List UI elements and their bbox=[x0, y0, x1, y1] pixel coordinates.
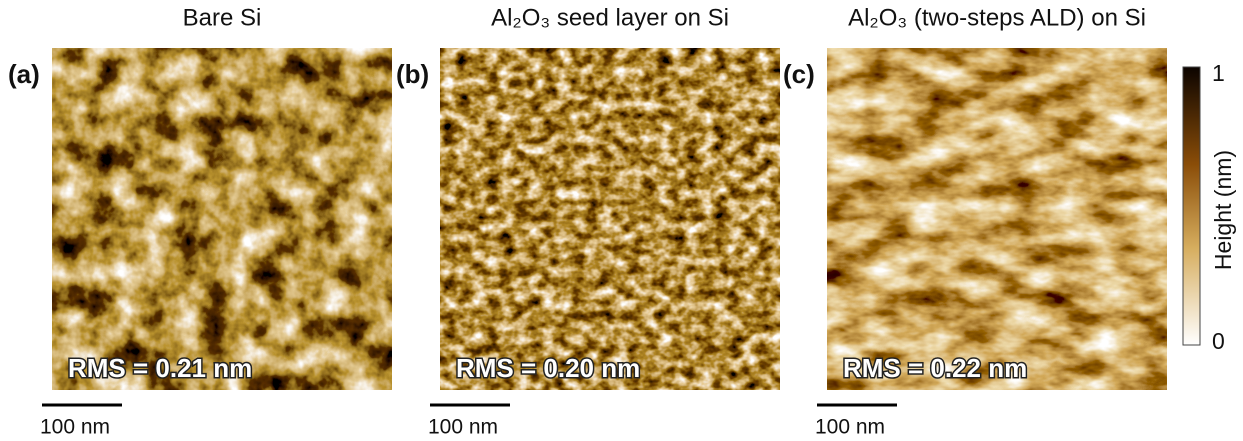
panel-label: (c) bbox=[783, 59, 815, 89]
rms-label: RMS = 0.20 nm bbox=[456, 353, 640, 383]
rms-label: RMS = 0.21 nm bbox=[68, 353, 252, 383]
panel-title: Al₂O₃ seed layer on Si bbox=[491, 4, 729, 31]
figure: Bare Si (a) RMS = 0.21 nm 100 nm Al₂O₃ seed … bbox=[0, 0, 1243, 441]
panel-label: (a) bbox=[8, 59, 40, 89]
afm-image bbox=[52, 48, 392, 390]
colorbar bbox=[1183, 67, 1200, 345]
colorbar-min: 0 bbox=[1212, 328, 1225, 354]
panel-label: (b) bbox=[396, 59, 429, 89]
panel-title: Al₂O₃ (two-steps ALD) on Si bbox=[848, 4, 1146, 31]
scale-bar-label: 100 nm bbox=[815, 416, 885, 439]
afm-image bbox=[827, 48, 1167, 390]
rms-label: RMS = 0.22 nm bbox=[843, 353, 1027, 383]
colorbar-max: 1 bbox=[1212, 60, 1225, 86]
page: Bare Si (a) RMS = 0.21 nm 100 nm Al₂O₃ seed … bbox=[0, 0, 1243, 441]
scale-bar-label: 100 nm bbox=[428, 416, 498, 439]
panels: Bare Si (a) RMS = 0.21 nm 100 nm Al₂O₃ seed … bbox=[8, 4, 1167, 438]
scale-bar-label: 100 nm bbox=[40, 416, 110, 439]
afm-image bbox=[440, 48, 780, 390]
colorbar-label: Height (nm) bbox=[1210, 150, 1236, 270]
panel-title: Bare Si bbox=[183, 4, 262, 31]
